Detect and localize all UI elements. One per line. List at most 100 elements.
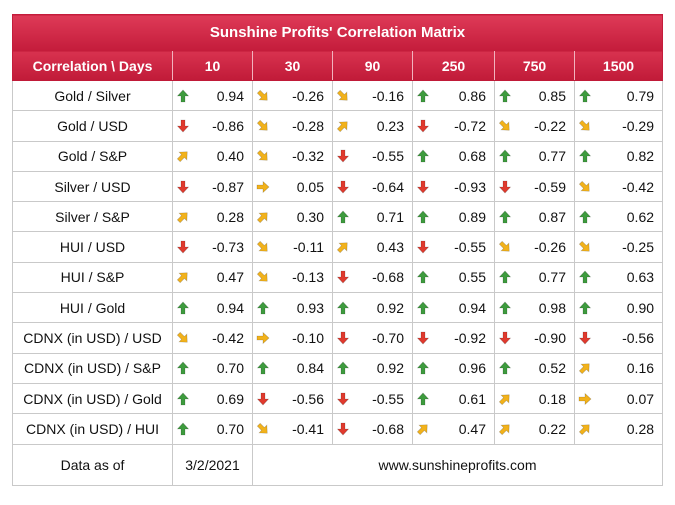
orange-down-right-arrow-icon	[498, 240, 512, 254]
orange-down-right-arrow-icon	[256, 422, 270, 436]
correlation-cell: 0.92	[332, 292, 413, 324]
correlation-cell: 0.92	[332, 352, 413, 384]
orange-down-right-arrow-icon	[256, 240, 270, 254]
correlation-cell: 0.47	[172, 261, 253, 294]
correlation-cell: 0.82	[573, 140, 664, 172]
correlation-value: 0.77	[538, 148, 566, 165]
red-down-arrow-icon	[498, 331, 512, 345]
red-down-arrow-icon	[336, 270, 350, 284]
correlation-value: -0.70	[372, 330, 404, 347]
red-down-arrow-icon	[416, 180, 430, 194]
data-date: 3/2/2021	[172, 443, 253, 486]
orange-up-right-arrow-icon	[176, 149, 190, 163]
orange-up-right-arrow-icon	[336, 119, 350, 133]
correlation-cell: 0.84	[252, 352, 333, 384]
correlation-cell: 0.94	[172, 292, 253, 324]
red-down-arrow-icon	[336, 422, 350, 436]
correlation-cell: -0.70	[332, 322, 413, 354]
row-label: CDNX (in USD) / USD	[12, 322, 173, 354]
correlation-cell: -0.73	[172, 231, 253, 263]
correlation-cell: -0.55	[332, 382, 413, 415]
correlation-value: -0.92	[454, 330, 486, 347]
correlation-cell: -0.26	[252, 79, 333, 112]
green-up-arrow-icon	[498, 210, 512, 224]
orange-right-arrow-icon	[256, 180, 270, 194]
row-label: Gold / USD	[12, 110, 173, 142]
correlation-cell: 0.94	[412, 292, 495, 324]
row-label: HUI / S&P	[12, 261, 173, 294]
correlation-value: -0.56	[622, 330, 655, 347]
orange-down-right-arrow-icon	[578, 119, 592, 133]
correlation-value: -0.55	[372, 148, 404, 165]
correlation-value: 0.94	[216, 299, 244, 316]
table-row: Silver / S&P 0.28 0.30 0.71 0.89 0.87 0.62	[12, 201, 664, 233]
red-down-arrow-icon	[336, 331, 350, 345]
orange-down-right-arrow-icon	[256, 149, 270, 163]
green-up-arrow-icon	[176, 301, 190, 315]
correlation-value: 0.82	[626, 148, 655, 165]
correlation-value: -0.26	[534, 239, 566, 256]
orange-down-right-arrow-icon	[176, 331, 190, 345]
correlation-value: -0.87	[212, 178, 244, 195]
correlation-cell: -0.41	[252, 413, 333, 445]
correlation-cell: 0.18	[494, 382, 575, 415]
correlation-cell: 0.23	[332, 110, 413, 142]
correlation-cell: 0.85	[494, 79, 575, 112]
correlation-value: -0.68	[372, 269, 404, 286]
row-label: HUI / Gold	[12, 292, 173, 324]
correlation-value: 0.62	[626, 208, 655, 225]
orange-up-right-arrow-icon	[176, 210, 190, 224]
green-up-arrow-icon	[176, 89, 190, 103]
correlation-cell: 0.93	[252, 292, 333, 324]
green-up-arrow-icon	[416, 301, 430, 315]
green-up-arrow-icon	[336, 301, 350, 315]
correlation-cell: 0.52	[494, 352, 575, 384]
correlation-value: 0.71	[376, 208, 404, 225]
correlation-cell: 0.61	[412, 382, 495, 415]
orange-up-right-arrow-icon	[498, 422, 512, 436]
source-url: www.sunshineprofits.com	[251, 443, 664, 486]
orange-down-right-arrow-icon	[336, 89, 350, 103]
correlation-value: 0.86	[458, 87, 486, 104]
green-up-arrow-icon	[416, 89, 430, 103]
correlation-cell: 0.22	[494, 413, 575, 445]
column-header-10: 10	[172, 50, 253, 81]
correlation-value: 0.55	[458, 269, 486, 286]
correlation-value: -0.55	[454, 239, 486, 256]
orange-down-right-arrow-icon	[256, 119, 270, 133]
green-up-arrow-icon	[176, 361, 190, 375]
correlation-cell: 0.70	[172, 352, 253, 384]
correlation-value: -0.13	[292, 269, 324, 286]
correlation-cell: 0.69	[172, 382, 253, 415]
red-down-arrow-icon	[498, 180, 512, 194]
correlation-value: 0.70	[216, 360, 244, 377]
correlation-value: 0.70	[216, 420, 244, 437]
correlation-value: 0.47	[216, 269, 244, 286]
row-label: Gold / Silver	[12, 79, 173, 112]
table-row: Gold / S&P 0.40 -0.32 -0.55 0.68 0.77 0.82	[12, 140, 664, 172]
correlation-value: 0.90	[626, 299, 655, 316]
correlation-cell: -0.11	[252, 231, 333, 263]
correlation-value: -0.59	[534, 178, 566, 195]
correlation-value: 0.89	[458, 208, 486, 225]
green-up-arrow-icon	[176, 422, 190, 436]
correlation-value: 0.52	[538, 360, 566, 377]
correlation-cell: -0.32	[252, 140, 333, 172]
orange-down-right-arrow-icon	[256, 89, 270, 103]
correlation-value: 0.61	[458, 390, 486, 407]
correlation-cell: -0.92	[412, 322, 495, 354]
red-down-arrow-icon	[416, 240, 430, 254]
correlation-cell: -0.42	[573, 170, 664, 203]
correlation-cell: 0.62	[573, 201, 664, 233]
red-down-arrow-icon	[256, 392, 270, 406]
row-label: CDNX (in USD) / Gold	[12, 382, 173, 415]
correlation-value: -0.72	[454, 117, 486, 134]
orange-right-arrow-icon	[578, 392, 592, 406]
correlation-value: 0.68	[458, 148, 486, 165]
correlation-cell: 0.86	[412, 79, 495, 112]
correlation-cell: -0.28	[252, 110, 333, 142]
correlation-value: -0.42	[212, 330, 244, 347]
correlation-cell: -0.86	[172, 110, 253, 142]
correlation-value: 0.16	[626, 360, 655, 377]
correlation-cell: 0.07	[573, 382, 664, 415]
